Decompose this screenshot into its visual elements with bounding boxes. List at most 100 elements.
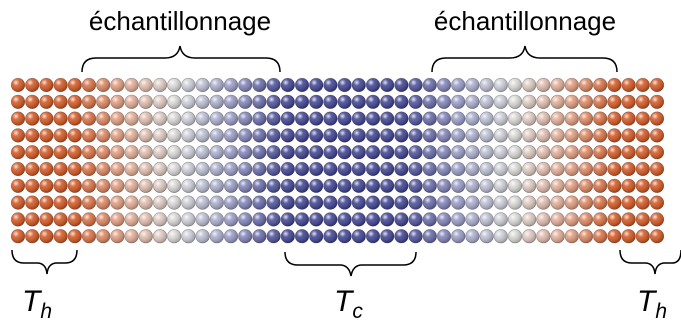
particle-highlight	[252, 95, 267, 109]
particle-highlight	[423, 162, 437, 176]
particle-highlight	[465, 212, 480, 227]
particle-highlight	[309, 145, 324, 159]
particle-highlight	[621, 78, 636, 92]
particle-highlight	[636, 212, 650, 227]
particle-highlight	[437, 95, 451, 109]
particle-highlight	[508, 78, 522, 92]
particle-highlight	[451, 95, 466, 109]
particle-highlight	[536, 111, 551, 126]
particle-highlight	[96, 179, 110, 193]
particle-highlight	[266, 179, 281, 193]
particle-highlight	[621, 162, 636, 176]
particle-highlight	[508, 162, 522, 176]
particle-highlight	[53, 195, 68, 210]
particle-highlight	[309, 162, 324, 176]
particle-highlight	[366, 162, 380, 176]
particle-highlight	[153, 145, 167, 159]
particle-highlight	[195, 229, 210, 243]
particle-highlight	[96, 111, 110, 126]
particle-highlight	[11, 162, 25, 176]
sampling-brace-left	[81, 45, 281, 73]
particle-highlight	[337, 145, 352, 159]
particle-highlight	[650, 145, 664, 159]
particle-highlight	[323, 212, 338, 227]
sampling-label-right: échantillonnage	[434, 6, 616, 36]
particle-highlight	[636, 128, 650, 143]
particle-highlight	[167, 128, 181, 143]
particle-highlight	[224, 78, 238, 92]
particle-highlight	[281, 78, 295, 92]
particle-highlight	[11, 179, 25, 193]
particle-highlight	[352, 145, 366, 159]
particle-highlight	[181, 162, 196, 176]
particle-highlight	[124, 111, 139, 126]
particle-highlight	[494, 229, 508, 243]
particle-highlight	[593, 212, 607, 227]
particle-highlight	[167, 95, 181, 109]
particle-highlight	[210, 111, 224, 126]
particle-highlight	[266, 195, 281, 210]
particle-highlight	[25, 111, 39, 126]
particle-highlight	[39, 212, 54, 227]
particle-highlight	[593, 179, 607, 193]
particle-highlight	[224, 145, 238, 159]
particle-highlight	[352, 229, 366, 243]
particle-highlight	[508, 95, 522, 109]
particle-highlight	[380, 95, 395, 109]
particle-highlight	[550, 162, 565, 176]
particle-highlight	[451, 128, 466, 143]
particle-highlight	[68, 128, 82, 143]
particle-highlight	[394, 78, 409, 92]
particle-highlight	[110, 128, 125, 143]
particle-highlight	[494, 111, 508, 126]
particle-highlight	[394, 128, 409, 143]
particle-highlight	[39, 128, 54, 143]
particle-highlight	[153, 162, 167, 176]
particle-highlight	[11, 78, 25, 92]
particle-highlight	[167, 195, 181, 210]
particle-highlight	[139, 212, 153, 227]
particle-highlight	[96, 229, 110, 243]
particle-highlight	[636, 111, 650, 126]
particle-highlight	[593, 145, 607, 159]
particle-highlight	[394, 195, 409, 210]
particle-highlight	[238, 162, 252, 176]
particle-highlight	[621, 229, 636, 243]
particle-highlight	[423, 145, 437, 159]
particle-highlight	[25, 162, 39, 176]
particle-highlight	[366, 145, 380, 159]
particle-highlight	[394, 229, 409, 243]
particle-highlight	[522, 128, 536, 143]
particle-highlight	[266, 95, 281, 109]
particle-highlight	[323, 195, 338, 210]
particle-highlight	[522, 195, 536, 210]
particle-highlight	[636, 179, 650, 193]
particle-highlight	[124, 162, 139, 176]
particle-highlight	[295, 162, 309, 176]
particle-highlight	[380, 111, 395, 126]
particle-highlight	[522, 111, 536, 126]
particle-highlight	[437, 128, 451, 143]
particle-highlight	[408, 128, 423, 143]
particle-highlight	[96, 212, 110, 227]
particle-highlight	[224, 128, 238, 143]
particle-highlight	[394, 145, 409, 159]
sampling-brace-right	[431, 45, 618, 73]
particle-highlight	[465, 162, 480, 176]
particle-highlight	[337, 195, 352, 210]
particle-highlight	[25, 179, 39, 193]
particle-highlight	[565, 179, 579, 193]
particle-highlight	[309, 195, 324, 210]
particle-highlight	[295, 179, 309, 193]
particle-highlight	[565, 195, 579, 210]
particle-highlight	[593, 95, 607, 109]
particle-highlight	[380, 229, 395, 243]
particle-highlight	[494, 162, 508, 176]
particle-highlight	[394, 95, 409, 109]
particle-highlight	[224, 95, 238, 109]
particle-highlight	[309, 229, 324, 243]
particle-highlight	[408, 195, 423, 210]
particle-highlight	[479, 111, 494, 126]
particle-highlight	[465, 229, 480, 243]
particle-highlight	[607, 128, 622, 143]
